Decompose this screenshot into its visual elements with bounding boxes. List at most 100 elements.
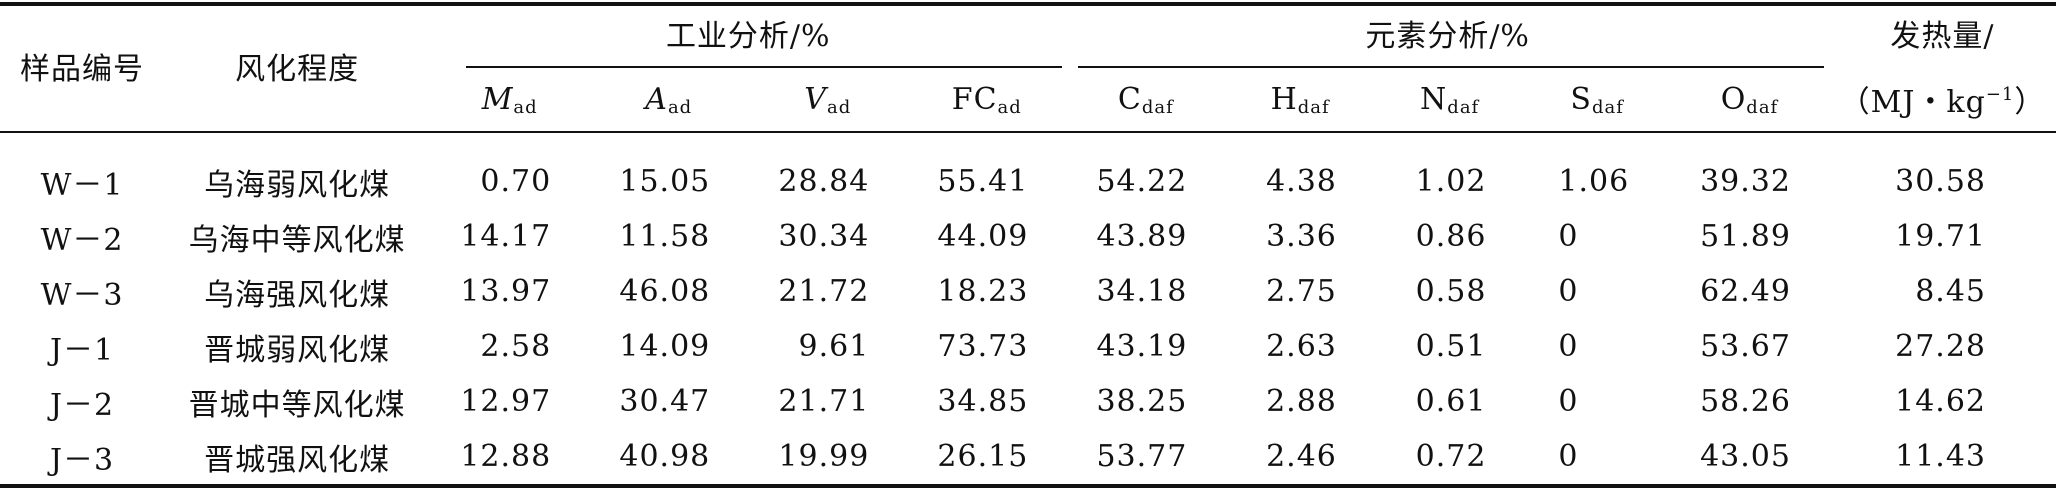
header-col-mad-main: M [481,81,514,117]
cell-vad: 28.84 [778,164,870,199]
cell-aad: 40.98 [619,439,711,474]
cell-fcad: 44.09 [937,219,1029,254]
header-col-fcad-sub: ad [997,96,1022,118]
header-col-odaf-main: O [1720,81,1747,117]
cell-fcad: 34.85 [937,384,1029,419]
cell-ndaf: 0.86 [1415,219,1487,254]
cell-cdaf: 53.77 [1096,439,1188,474]
cell-aad: 30.47 [619,384,711,419]
header-col-ndaf-main: N [1420,81,1448,117]
cell-vad: 30.34 [778,219,870,254]
cell-hdaf: 4.38 [1266,164,1337,199]
cell-heating-value: 30.58 [1895,164,1986,199]
cell-weathering-degree: 晋城中等风化煤 [188,387,406,423]
ultimate-group-rule [1078,66,1824,68]
cell-sdaf: 0 [1558,274,1579,309]
cell-hdaf: 2.63 [1266,329,1337,364]
cell-aad: 15.05 [619,164,711,199]
header-col-hdaf: Hdaf [1225,66,1375,132]
cell-sdaf: 0 [1558,329,1579,364]
header-heating-value-unit: （MJ・kg−1） [1829,66,2056,132]
header-col-mad-sub: ad [513,96,538,118]
header-heating-unit-pre: （MJ・kg [1839,85,1986,120]
cell-sample-id: W－1 [40,167,124,203]
cell-mad: 2.58 [480,329,552,364]
header-col-sdaf-sub: daf [1591,96,1624,118]
cell-vad: 21.72 [778,274,870,309]
table-row: W－3 乌海强风化煤 13.97 46.08 21.72 18.23 34.18 2.75 0.… [0,264,2056,319]
table-top-rule [0,2,2056,6]
cell-sdaf: 1.06 [1558,164,1630,199]
header-col-ndaf-sub: daf [1447,96,1480,118]
cell-heating-value: 14.62 [1895,384,1986,419]
header-col-ndaf: Ndaf [1375,66,1525,132]
cell-sample-id: J－1 [49,332,115,368]
cell-odaf: 53.67 [1700,329,1791,364]
cell-odaf: 51.89 [1700,219,1791,254]
cell-heating-value: 11.43 [1895,439,1986,474]
cell-ndaf: 0.51 [1415,329,1487,364]
cell-weathering-degree: 乌海弱风化煤 [204,167,391,203]
cell-sample-id: J－3 [49,442,115,478]
cell-hdaf: 2.46 [1266,439,1337,474]
cell-sdaf: 0 [1558,384,1579,419]
header-heating-value-line1: 发热量/ [1890,19,1995,54]
cell-ndaf: 0.61 [1415,384,1487,419]
cell-hdaf: 2.75 [1266,274,1337,309]
header-col-odaf: Odaf [1670,66,1829,132]
cell-fcad: 18.23 [937,274,1029,309]
cell-fcad: 55.41 [937,164,1029,199]
cell-ndaf: 1.02 [1415,164,1487,199]
cell-hdaf: 3.36 [1266,219,1337,254]
cell-aad: 14.09 [619,329,711,364]
cell-odaf: 62.49 [1700,274,1791,309]
header-col-cdaf: Cdaf [1066,66,1225,132]
cell-heating-value: 27.28 [1895,329,1986,364]
header-col-aad-main: A [645,81,668,117]
cell-sample-id: W－2 [40,222,124,258]
cell-vad: 21.71 [778,384,870,419]
cell-fcad: 26.15 [937,439,1029,474]
cell-weathering-degree: 乌海强风化煤 [204,277,391,313]
cell-aad: 46.08 [619,274,711,309]
header-sample-id: 样品编号 [20,52,145,87]
header-col-fcad: FCad [907,66,1066,132]
cell-mad: 13.97 [460,274,552,309]
header-col-vad: Vad [748,66,907,132]
header-col-hdaf-main: H [1270,81,1298,117]
cell-cdaf: 43.19 [1096,329,1188,364]
cell-heating-value: 19.71 [1895,219,1986,254]
table-row: W－2 乌海中等风化煤 14.17 11.58 30.34 44.09 43.89 3.36 0… [0,209,2056,264]
cell-mad: 12.97 [460,384,552,419]
header-col-odaf-sub: daf [1746,96,1779,118]
cell-cdaf: 43.89 [1096,219,1188,254]
header-heating-unit-sup: −1 [1985,84,2015,105]
header-col-aad-sub: ad [667,96,693,118]
header-col-fcad-main: FC [951,81,998,117]
header-col-mad: Mad [430,66,589,132]
cell-cdaf: 38.25 [1096,384,1188,419]
cell-sdaf: 0 [1558,439,1579,474]
header-col-cdaf-sub: daf [1141,96,1174,118]
cell-heating-value: 8.45 [1915,274,1986,309]
cell-sample-id: J－2 [49,387,115,423]
header-col-aad: Aad [589,66,748,132]
table-bottom-rule [0,484,2056,488]
table-body: W－1 乌海弱风化煤 0.70 15.05 28.84 55.41 54.22 4.38 1.0… [0,132,2056,484]
table-row: J－2 晋城中等风化煤 12.97 30.47 21.71 34.85 38.25 2.88 0… [0,374,2056,429]
header-col-vad-main: V [804,81,827,117]
cell-cdaf: 34.18 [1096,274,1188,309]
cell-hdaf: 2.88 [1266,384,1337,419]
table-row: J－3 晋城强风化煤 12.88 40.98 19.99 26.15 53.77 2.46 0.… [0,429,2056,484]
header-col-vad-sub: ad [826,96,852,118]
table-row: W－1 乌海弱风化煤 0.70 15.05 28.84 55.41 54.22 4.38 1.0… [0,132,2056,209]
cell-mad: 0.70 [480,164,552,199]
cell-vad: 9.61 [798,329,870,364]
cell-odaf: 58.26 [1700,384,1791,419]
cell-sdaf: 0 [1558,219,1579,254]
header-proximate-analysis: 工业分析/% [665,19,831,54]
header-col-sdaf-main: S [1570,81,1592,117]
header-weathering-degree: 风化程度 [235,52,360,87]
cell-mad: 14.17 [460,219,552,254]
